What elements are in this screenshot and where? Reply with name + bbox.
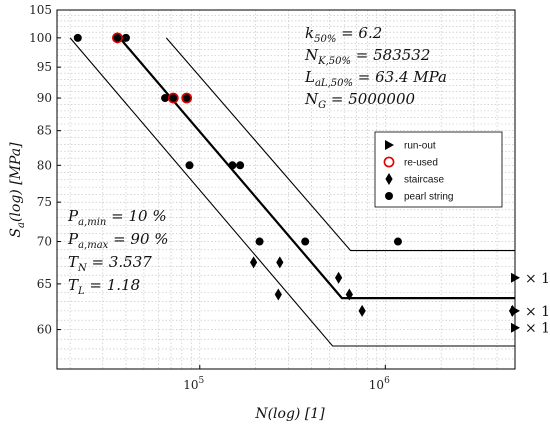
point-pearl-string: [236, 161, 245, 170]
data-points: [73, 32, 520, 333]
y-tick-label: 95: [37, 60, 52, 74]
point-staircase: [345, 288, 353, 301]
point-pearl-string: [113, 33, 122, 42]
point-staircase: [358, 304, 366, 317]
annotation-tn: TN = 3.537: [68, 253, 152, 274]
curves: [69, 37, 515, 347]
point-pearl-string: [255, 237, 264, 246]
point-staircase: [274, 288, 282, 301]
annotation-ng: NG = 5000000: [304, 90, 415, 111]
legend: run-out re-used staircase pearl string: [374, 131, 503, 208]
legend-marker-run-out: [385, 140, 394, 150]
point-pearl-string: [121, 33, 130, 42]
point-re-used: [167, 92, 179, 104]
point-staircase: [334, 271, 343, 284]
legend-box: [374, 131, 503, 208]
x-tick-label: 106: [369, 376, 390, 392]
legend-marker-staircase: [385, 173, 393, 185]
y-tick-label: 80: [37, 158, 52, 172]
point-pearl-string: [169, 94, 178, 103]
point-pearl-string: [73, 33, 82, 42]
curve-p10: [69, 37, 515, 347]
x-axis-title: N(log) [1]: [254, 406, 325, 422]
plot-frame: [56, 9, 516, 370]
y-tick-label: 100: [29, 31, 52, 45]
curve-p90: [165, 37, 515, 252]
point-pearl-string: [161, 94, 170, 103]
legend-marker-re-used: [383, 156, 395, 168]
point-pearl-string: [301, 237, 310, 246]
y-tick-label: 70: [37, 235, 52, 249]
y-tick-label: 105: [29, 3, 52, 17]
point-staircase: [249, 256, 258, 269]
x-tick-label: 105: [183, 376, 204, 392]
grid: [57, 9, 516, 369]
y-tick-label: 75: [37, 195, 52, 209]
y-tick-label: 60: [37, 323, 52, 337]
annotation-tl: TL = 1.18: [68, 276, 140, 297]
runout-count: × 1: [525, 304, 550, 320]
point-staircase: [276, 256, 284, 269]
curve-p50: [118, 37, 515, 300]
point-pearl-string: [228, 161, 237, 170]
annotation-nk50: NK,50% = 583532: [304, 46, 430, 67]
point-pearl-string: [182, 94, 191, 103]
runout-count: × 1: [525, 271, 550, 287]
legend-label: re-used: [404, 158, 438, 169]
point-pearl-string: [393, 237, 402, 246]
point-re-used: [112, 32, 123, 44]
y-tick-label: 65: [37, 277, 52, 291]
point-pearl-string: [185, 161, 194, 170]
y-tick-label: 90: [37, 91, 52, 105]
legend-label: pearl string: [404, 192, 453, 203]
point-re-used: [181, 92, 193, 104]
legend-marker-pearl-string: [385, 192, 393, 200]
legend-label: run-out: [404, 141, 436, 152]
y-axis-title: Sa(log) [MPa]: [8, 142, 27, 238]
runout-count-labels: × 1× 1× 1: [525, 271, 550, 337]
runout-count: × 1: [525, 321, 550, 337]
y-tick-label: 85: [37, 124, 52, 138]
tick-labels: 60 65 70 75 80 85 90 95 100 105 105 106: [29, 3, 390, 392]
legend-label: staircase: [404, 175, 444, 186]
